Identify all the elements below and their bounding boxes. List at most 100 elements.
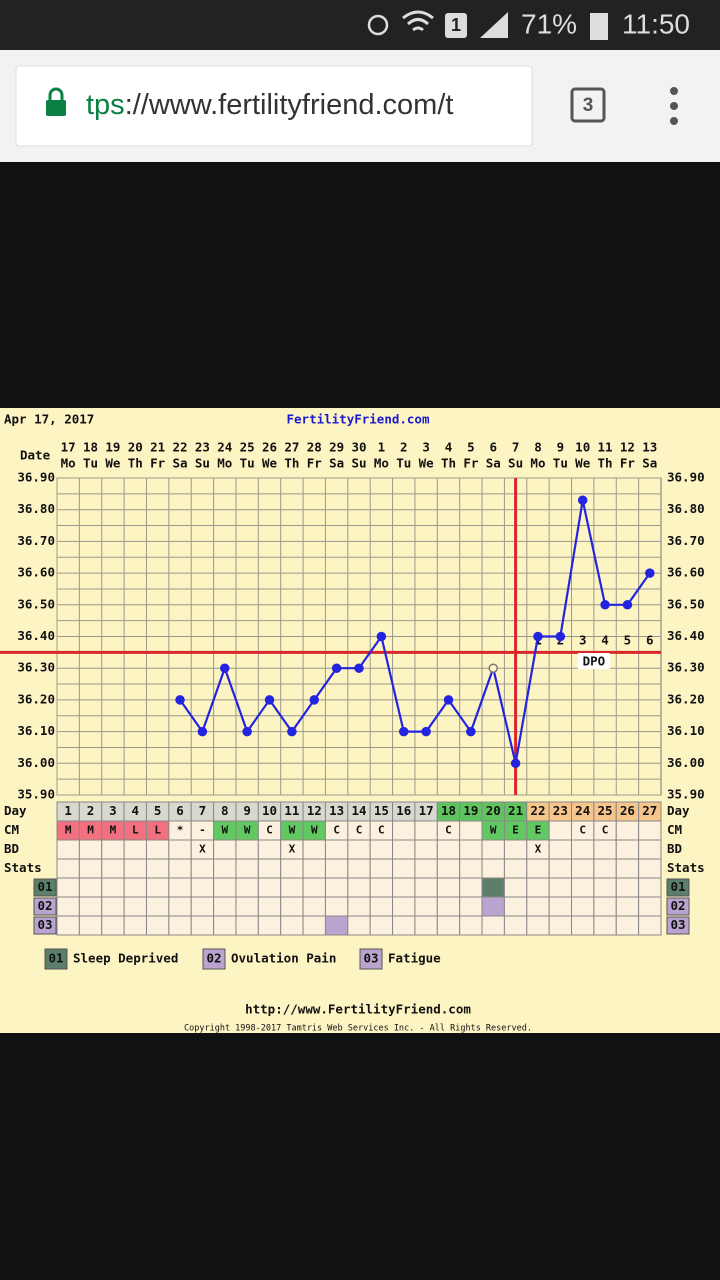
y-tick-label: 36.50	[17, 596, 55, 611]
row-cell	[436, 858, 461, 879]
stat-code: 03	[37, 917, 52, 932]
date-number: 3	[422, 440, 430, 455]
cycle-day: 11	[284, 803, 299, 818]
signal-icon	[480, 12, 508, 38]
row-cell	[302, 877, 326, 898]
cycle-day: 22	[530, 803, 545, 818]
row-cell	[548, 896, 573, 917]
row-cell	[235, 896, 259, 917]
cycle-day: 23	[553, 803, 568, 818]
row-cell	[481, 839, 505, 860]
row-cell	[101, 877, 125, 898]
y-tick-label: 36.30	[17, 660, 55, 675]
stat-code-box-right	[666, 878, 690, 897]
row-cell	[503, 877, 528, 898]
row-cell	[280, 858, 304, 879]
tab-count: 3	[583, 95, 594, 116]
y2-tick-label: 36.90	[667, 470, 705, 485]
row-cell	[571, 915, 595, 936]
stat-code-right: 02	[670, 898, 685, 913]
temperature-line	[179, 499, 651, 764]
status-bar	[0, 0, 720, 50]
row-cell	[257, 877, 282, 898]
cycle-day: 20	[486, 803, 501, 818]
row-cell	[414, 820, 438, 841]
cycle-day: 19	[463, 803, 478, 818]
y-tick-label: 36.40	[17, 628, 55, 643]
cm-value: C	[579, 824, 586, 837]
row-cell	[123, 896, 147, 917]
cycle-day: 25	[598, 803, 613, 818]
alarm-icon	[367, 14, 389, 36]
cycle-day: 17	[419, 803, 434, 818]
temperature-point	[622, 600, 633, 610]
temperature-point	[175, 695, 185, 705]
row-cell	[347, 896, 371, 917]
weekday: Th	[284, 456, 299, 471]
temperature-point	[220, 663, 230, 673]
row-cell	[593, 896, 617, 917]
row-cell	[615, 820, 640, 841]
cm-value: C	[266, 824, 273, 837]
date-number: 27	[284, 440, 299, 455]
row-cell	[78, 839, 103, 860]
row-cell	[436, 877, 461, 898]
weekday: Th	[128, 456, 143, 471]
url-box[interactable]	[15, 65, 533, 147]
cycle-day: 12	[307, 803, 322, 818]
row-cell	[235, 839, 259, 860]
y-tick-label: 36.20	[17, 691, 55, 706]
dpo-box	[577, 653, 610, 669]
lock-shackle	[48, 87, 64, 101]
row-cell	[571, 839, 595, 860]
temperature-point	[488, 663, 498, 673]
row-cell	[123, 877, 147, 898]
row-cell	[145, 877, 170, 898]
row-cell	[123, 858, 147, 879]
row-cell	[168, 858, 192, 879]
row-cell	[257, 858, 282, 879]
footer-url[interactable]: http://www.FertilityFriend.com	[245, 1002, 471, 1017]
cycle-day: 6	[176, 803, 184, 818]
row-label: CM	[4, 822, 19, 837]
row-cell	[481, 877, 505, 898]
row-cell	[190, 877, 215, 898]
legend-label: Ovulation Pain	[231, 951, 336, 966]
row-cell	[459, 915, 483, 936]
y2-tick-label: 36.40	[667, 628, 705, 643]
row-cell	[56, 839, 80, 860]
stat-code-box	[33, 878, 57, 897]
url[interactable]: tps://www.fertilityfriend.com/t	[86, 89, 453, 121]
stat-code-box-right	[666, 916, 690, 935]
row-cell	[481, 896, 505, 917]
tab-switcher[interactable]	[570, 87, 606, 123]
y2-tick-label: 36.00	[667, 755, 705, 770]
dpo-number: 5	[624, 633, 632, 648]
date-number: 8	[534, 440, 542, 455]
temperature-point	[466, 726, 476, 737]
dpo-label: DPO	[583, 654, 606, 669]
row-cell	[459, 839, 483, 860]
temperature-point	[533, 631, 543, 642]
row-label-right: Day	[667, 803, 690, 818]
row-cell	[481, 915, 505, 936]
row-cell	[280, 896, 304, 917]
cm-value: L	[154, 824, 161, 837]
cycle-day: 8	[221, 803, 229, 818]
weekday: Th	[441, 456, 456, 471]
legend-swatch	[359, 948, 383, 970]
row-cell	[503, 858, 528, 879]
bd-value: X	[289, 843, 296, 856]
row-cell	[615, 858, 640, 879]
weekday: Su	[195, 456, 210, 471]
row-cell	[503, 839, 528, 860]
row-cell	[526, 915, 550, 936]
row-cell	[145, 839, 170, 860]
y-tick-label: 36.70	[17, 533, 55, 548]
bd-value: X	[199, 843, 206, 856]
row-cell	[302, 858, 326, 879]
temperature-point	[398, 726, 409, 737]
cycle-day: 13	[329, 803, 344, 818]
menu-button[interactable]	[670, 87, 678, 125]
url-host: ://www.fertilityfriend.com/t	[125, 89, 454, 121]
